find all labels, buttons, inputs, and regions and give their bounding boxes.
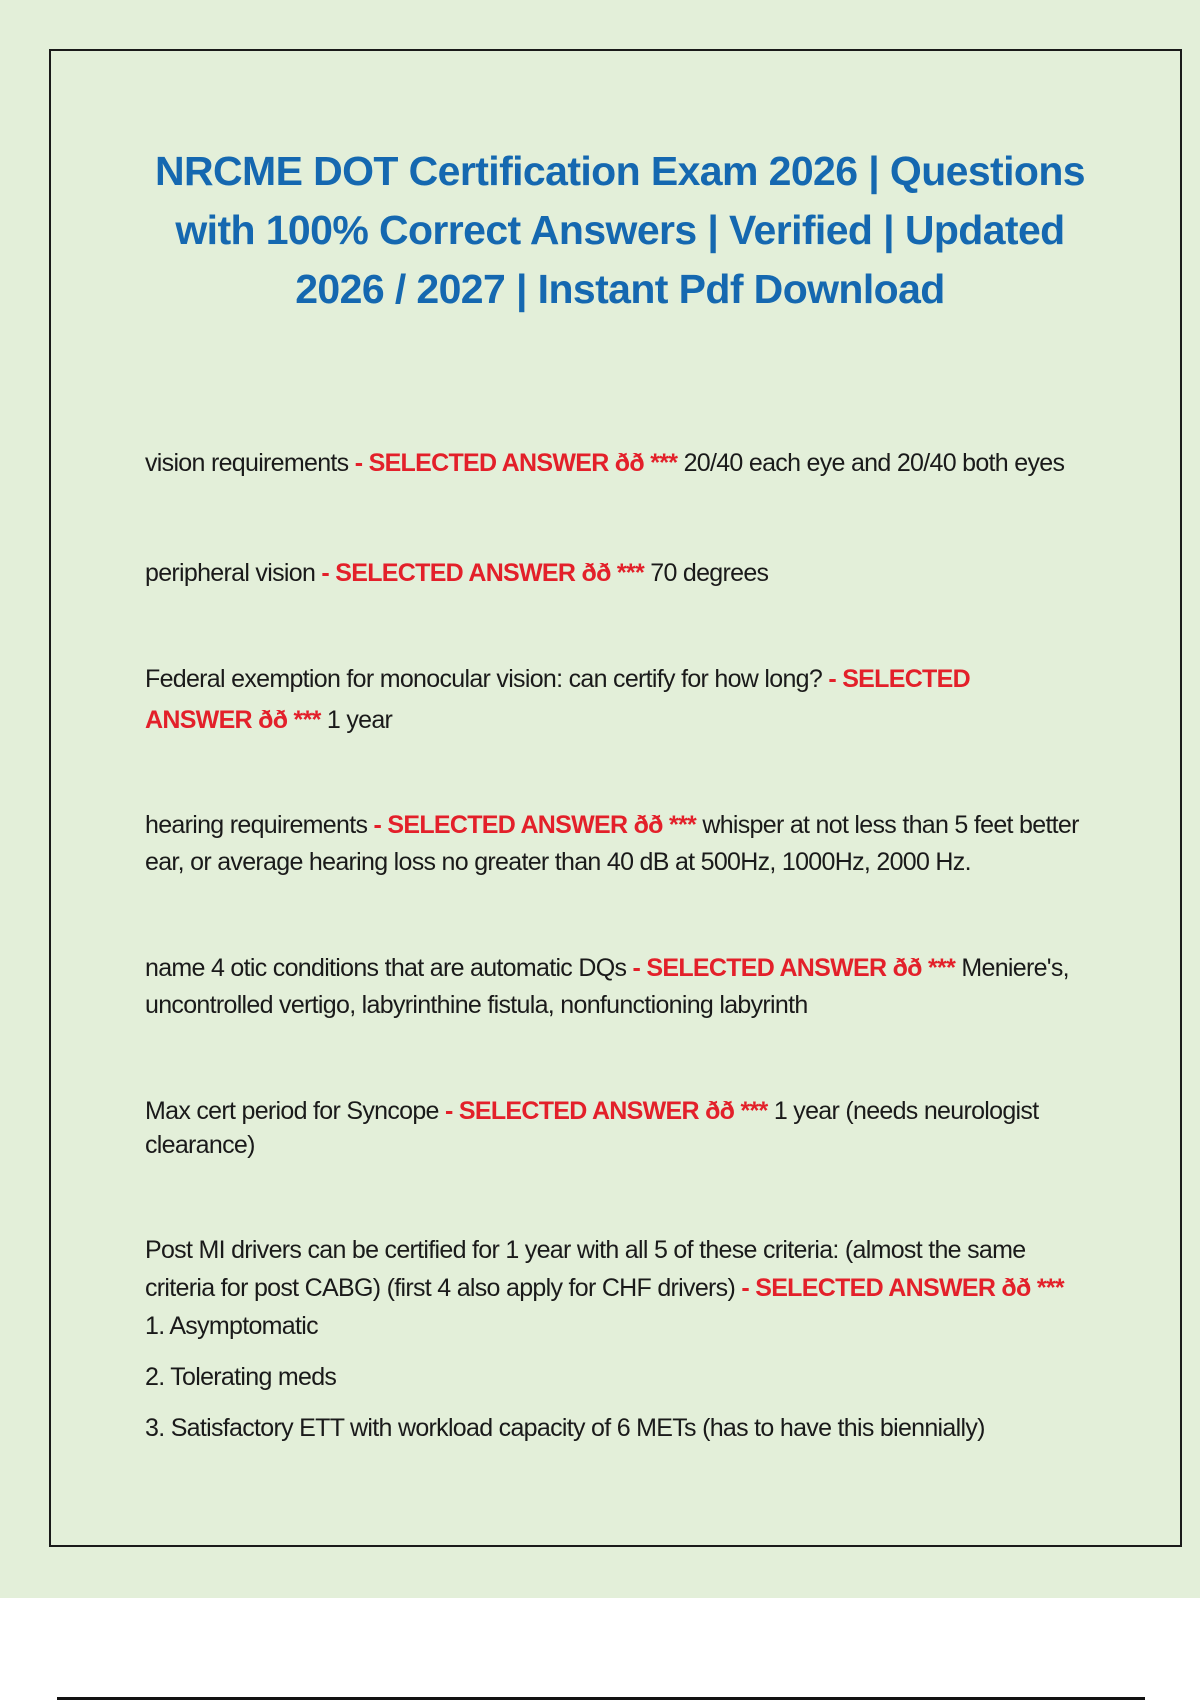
answer-marker: - SELECTED ANSWER ðð <box>354 449 645 477</box>
qa-item: hearing requirements - SELECTED ANSWER ð… <box>145 807 1080 881</box>
question: hearing requirements <box>145 811 368 839</box>
stars: *** <box>928 954 956 982</box>
answer-line: 3. Satisfactory ETT with workload capaci… <box>145 1414 985 1442</box>
answer: 1 year (needs neurologist clearance) <box>145 1097 1039 1159</box>
answer: Meniere's, uncontrolled vertigo, labyrin… <box>145 954 1070 1019</box>
stars: *** <box>740 1097 769 1125</box>
answer-marker: - SELECTED ANSWER ðð <box>632 954 923 982</box>
answer-marker: - SELECTED ANSWER ðð <box>321 559 611 587</box>
document-title: NRCME DOT Certification Exam 2026 | Ques… <box>120 142 1120 319</box>
title-line: with 100% Correct Answers | Verified | U… <box>175 207 1065 253</box>
question: Post MI drivers can be certified for 1 y… <box>145 1236 1026 1302</box>
stars: *** <box>1036 1274 1065 1302</box>
question: name 4 otic conditions that are automati… <box>145 954 627 982</box>
answer: 70 degrees <box>650 559 769 587</box>
answer-marker: - SELECTED ANSWER ðð <box>373 811 664 839</box>
stars: *** <box>650 449 678 477</box>
answer: 1 year <box>326 706 393 734</box>
qa-item: Max cert period for Syncope - SELECTED A… <box>145 1094 1080 1162</box>
qa-list: vision requirements - SELECTED ANSWER ðð… <box>145 445 1080 1447</box>
question: Federal exemption for monocular vision: … <box>145 665 823 693</box>
question: vision requirements <box>145 449 349 477</box>
answer: 1. Asymptomatic <box>145 1312 319 1340</box>
stars: *** <box>293 706 322 734</box>
answer-marker: - SELECTED ANSWER ðð <box>145 665 971 734</box>
answer-marker: - SELECTED ANSWER ðð <box>741 1274 1031 1302</box>
question: Max cert period for Syncope <box>145 1097 439 1125</box>
title-line: 2026 / 2027 | Instant Pdf Download <box>295 266 945 312</box>
answer: 20/40 each eye and 20/40 both eyes <box>683 449 1065 477</box>
question: peripheral vision <box>145 559 316 587</box>
qa-item: vision requirements - SELECTED ANSWER ðð… <box>145 445 1080 482</box>
next-page-border <box>57 1697 1145 1700</box>
stars: *** <box>616 559 645 587</box>
qa-item: Federal exemption for monocular vision: … <box>145 659 1080 741</box>
stars: *** <box>669 811 697 839</box>
page-background <box>0 0 1200 1598</box>
qa-item: Post MI drivers can be certified for 1 y… <box>145 1231 1080 1345</box>
answer: whisper at not less than 5 feet better e… <box>145 811 1079 876</box>
page-border <box>49 49 1182 1547</box>
answer-marker: - SELECTED ANSWER ðð <box>445 1097 735 1125</box>
title-line: NRCME DOT Certification Exam 2026 | Ques… <box>155 148 1086 194</box>
qa-item: peripheral vision - SELECTED ANSWER ðð *… <box>145 555 1080 592</box>
qa-item: name 4 otic conditions that are automati… <box>145 950 1080 1024</box>
answer-line: 2. Tolerating meds <box>145 1363 337 1391</box>
